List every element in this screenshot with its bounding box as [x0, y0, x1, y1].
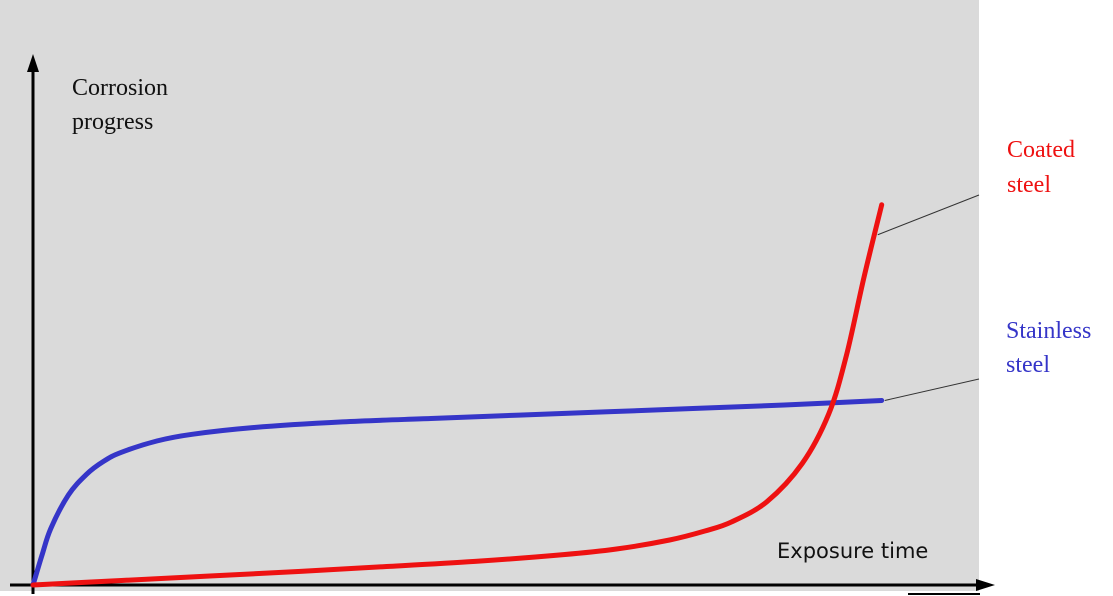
series-line-coated-steel: [30, 202, 885, 588]
coated-steel-label-line2: steel: [1007, 172, 1051, 198]
x-axis-label: Exposure time: [777, 539, 928, 563]
y-axis-label-line2: progress: [72, 109, 153, 135]
plot-background: [0, 0, 979, 591]
coated-steel-label-line1: Coated: [1007, 137, 1075, 163]
coated-steel-leader-line: [877, 194, 980, 236]
y-axis-label-line1: Corrosion: [72, 75, 168, 101]
stainless-steel-label-line2: steel: [1006, 352, 1050, 378]
series-line-stainless-steel: [30, 398, 885, 588]
y-axis-arrow: [27, 54, 39, 72]
stainless-steel-label-line1: Stainless: [1006, 318, 1091, 344]
stainless-steel-leader-line: [884, 378, 980, 401]
x-axis-arrow: [976, 579, 995, 591]
